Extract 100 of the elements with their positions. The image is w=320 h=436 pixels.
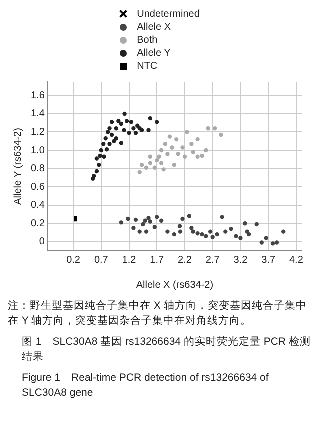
point <box>162 168 166 172</box>
point <box>148 154 153 160</box>
point <box>119 141 124 146</box>
point <box>190 142 194 146</box>
point <box>146 216 151 220</box>
point <box>148 220 153 224</box>
point <box>94 169 100 174</box>
point <box>132 226 136 230</box>
x-tick-label: 4.2 <box>289 254 304 266</box>
point <box>157 154 162 160</box>
point <box>99 148 104 153</box>
point <box>210 235 215 240</box>
point <box>178 224 182 228</box>
point <box>238 236 243 240</box>
point <box>166 152 170 156</box>
point <box>110 132 114 138</box>
point <box>126 216 130 222</box>
point <box>146 128 151 133</box>
point <box>220 215 224 220</box>
point <box>122 112 127 116</box>
point <box>159 148 164 153</box>
point <box>102 154 106 160</box>
point <box>108 126 112 131</box>
x-tick-label: 1.2 <box>122 254 137 266</box>
point <box>260 240 264 245</box>
legend-label: Allele Y <box>136 47 172 60</box>
point <box>92 174 96 178</box>
point <box>138 230 142 234</box>
point <box>176 152 180 156</box>
point <box>219 132 224 138</box>
point <box>282 230 286 234</box>
point <box>206 126 210 131</box>
legend-label: NTC <box>136 60 159 73</box>
point <box>114 126 119 131</box>
point <box>134 218 138 222</box>
point <box>94 156 100 161</box>
point <box>224 230 228 234</box>
point <box>159 218 164 223</box>
legend-label: Undetermined <box>136 8 200 21</box>
point <box>178 230 183 234</box>
point <box>200 232 204 237</box>
x-tick-label: 0.7 <box>94 254 109 266</box>
point <box>132 126 136 131</box>
point <box>114 136 119 141</box>
point <box>200 154 204 158</box>
point <box>122 128 126 133</box>
point <box>116 119 121 124</box>
point <box>134 131 138 136</box>
y-tick-label: 0.4 <box>30 200 46 212</box>
point <box>168 134 172 139</box>
point <box>141 222 146 227</box>
point <box>187 214 192 218</box>
point <box>155 158 160 163</box>
point <box>108 142 112 146</box>
point <box>243 221 248 226</box>
point <box>106 130 110 134</box>
point <box>143 218 148 223</box>
point <box>264 236 268 240</box>
y-tick-label: 1.0 <box>30 145 46 156</box>
point <box>180 146 185 150</box>
point <box>229 226 234 232</box>
point <box>172 232 176 237</box>
x-tick-label: 2.7 <box>206 254 220 266</box>
point <box>97 163 102 168</box>
point <box>140 163 144 168</box>
point <box>140 128 144 133</box>
point <box>166 230 170 234</box>
point <box>254 222 259 227</box>
point <box>270 242 276 246</box>
point <box>110 120 114 124</box>
x-tick-label: 3.7 <box>262 254 276 266</box>
point <box>204 234 208 238</box>
point <box>104 148 110 152</box>
point <box>182 154 188 160</box>
point <box>127 131 132 136</box>
point <box>234 234 238 238</box>
point <box>155 215 160 220</box>
point <box>119 220 124 225</box>
point <box>191 230 196 234</box>
point <box>152 166 157 170</box>
y-tick-label: 0.8 <box>30 164 46 175</box>
legend-label: Both <box>136 34 159 47</box>
point <box>274 240 280 245</box>
text: 注：野生型基因纯合子集中在 X 轴方向，突变基因纯合子集中在 Y 轴方向，突变基因杂合子集中在对角线方向。 <box>8 299 308 329</box>
y-tick-label: 1.2 <box>30 126 46 138</box>
point <box>119 122 124 126</box>
point <box>215 232 220 237</box>
point <box>163 142 168 146</box>
point <box>174 137 179 142</box>
point <box>144 230 149 234</box>
y-tick-label: 0 <box>39 236 46 248</box>
legend-label: Allele X <box>136 21 172 34</box>
y-tick-label: 1.4 <box>30 108 46 120</box>
point <box>191 150 196 154</box>
point <box>245 230 250 234</box>
y-axis-title: Allele Y (rs634-2) <box>12 128 24 205</box>
point <box>180 216 185 222</box>
point <box>90 176 96 181</box>
point <box>208 230 213 234</box>
point <box>196 154 200 160</box>
